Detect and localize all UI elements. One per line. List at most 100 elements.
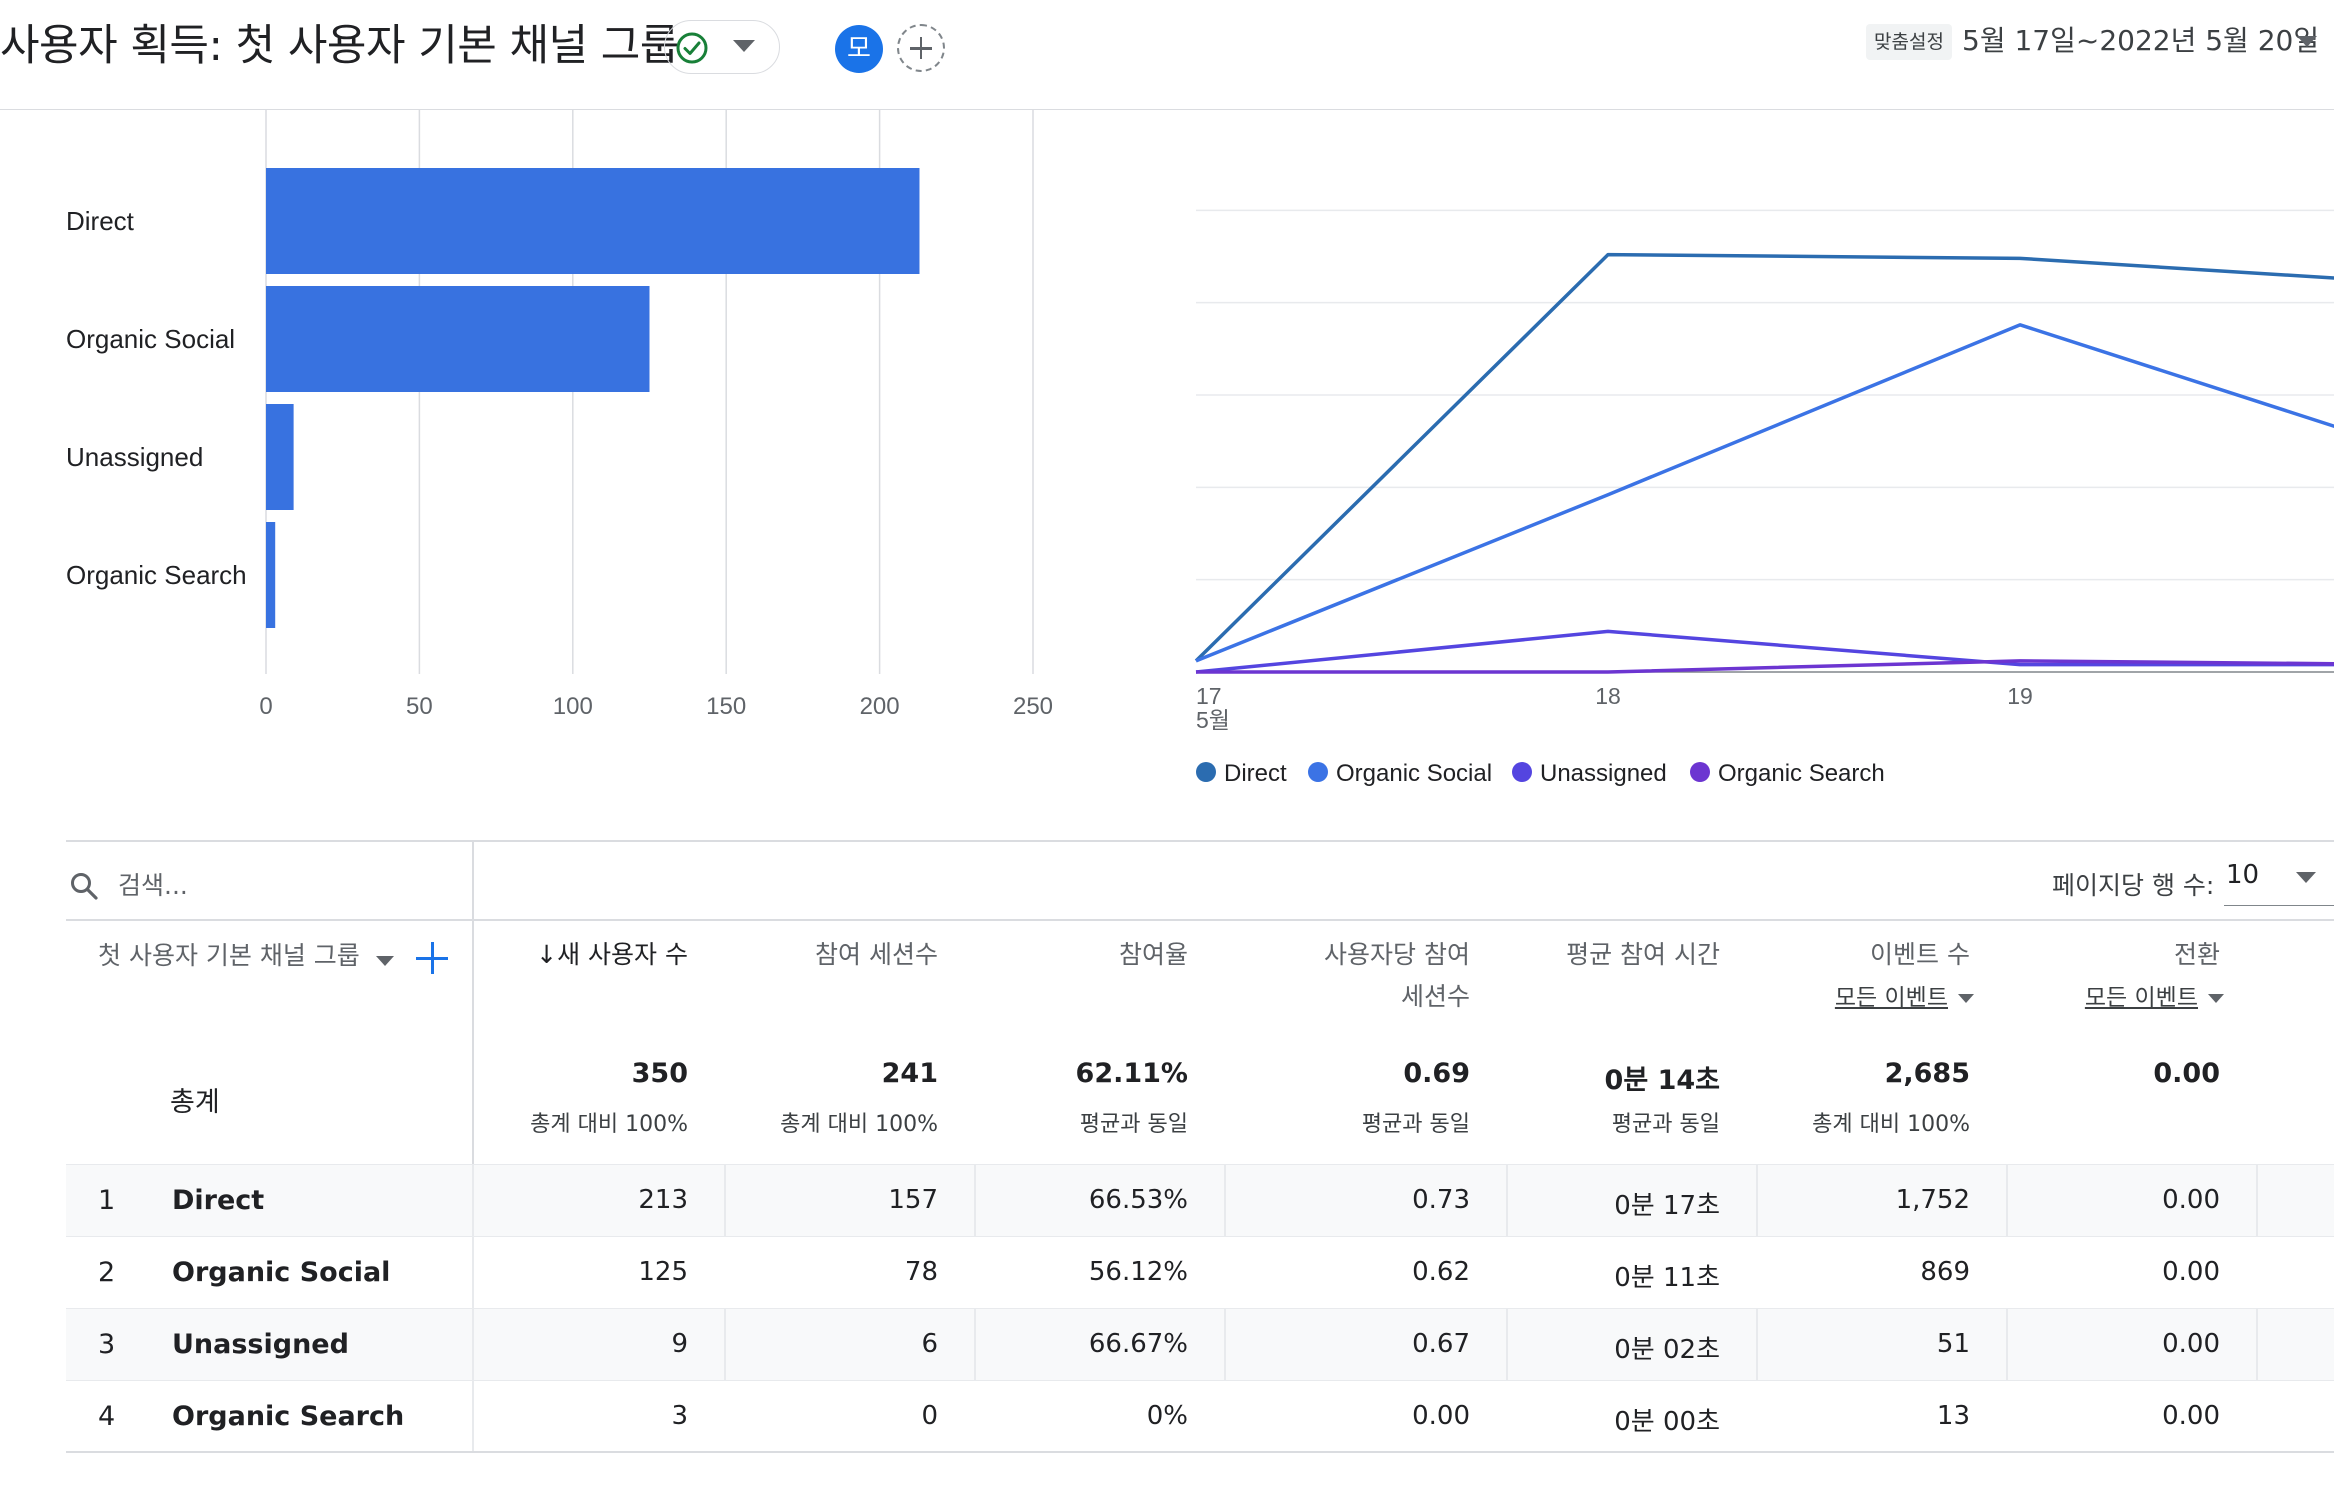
total-sub: 총계 대비 100% xyxy=(780,1112,938,1137)
date-preset-tag: 맞춤설정 xyxy=(1866,24,1952,60)
cell-divider xyxy=(472,1309,474,1381)
chevron-down-icon xyxy=(1958,994,1974,1003)
line-series-organic-search xyxy=(1196,659,2334,674)
date-range-picker[interactable]: 5월 17일~2022년 5월 20일 xyxy=(1962,24,2320,57)
report-header: 사용자 획득: 첫 사용자 기본 채널 그룹 모 맞춤설정 5월 17일~202… xyxy=(0,0,2334,110)
table-cell: 0.67 xyxy=(1412,1329,1470,1359)
total-value: 2,685 xyxy=(1884,1058,1970,1089)
add-dimension-button[interactable] xyxy=(412,938,452,978)
legend-swatch xyxy=(1196,762,1216,782)
table-cell: 0분 02초 xyxy=(1614,1335,1720,1365)
legend-swatch xyxy=(1512,762,1532,782)
table-cell: 51 xyxy=(1936,1329,1970,1359)
cell-divider xyxy=(724,1309,726,1381)
bar-chart-x-tick-label: 100 xyxy=(553,693,593,720)
table-row[interactable]: 3 Unassigned 9 6 66.67% 0.67 0분 02초 51 0.00 xyxy=(66,1308,2334,1381)
row-number: 1 xyxy=(98,1185,116,1216)
col-header-engaged-sessions-per-user-line2: 세션수 xyxy=(1400,982,1470,1011)
dimension-header[interactable]: 첫 사용자 기본 채널 그룹 xyxy=(98,941,360,970)
col-header-conversions[interactable]: 전환 xyxy=(2173,940,2220,969)
bar-chart-x-tick-label: 0 xyxy=(259,693,272,720)
cell-divider xyxy=(1756,1309,1758,1381)
table-cell: 157 xyxy=(888,1185,938,1215)
cell-divider xyxy=(2006,1309,2008,1381)
col-header-engaged-sessions-per-user[interactable]: 사용자당 참여 xyxy=(1324,940,1470,969)
new-users-bar-chart: 0 50 100 150 200 250 Direct Organic Social Unass… xyxy=(66,110,1053,720)
table-cell: 213 xyxy=(638,1185,688,1215)
table-cell: 66.53% xyxy=(1088,1185,1188,1215)
total-value: 0.00 xyxy=(2153,1058,2220,1089)
table-cell: 869 xyxy=(1920,1257,1970,1287)
legend-swatch xyxy=(1690,762,1710,782)
table-bottom-divider xyxy=(66,1451,2334,1453)
page-title: 사용자 획득: 첫 사용자 기본 채널 그룹 xyxy=(0,21,679,71)
bar-chart-bar xyxy=(266,404,294,510)
event-filter-dropdown[interactable]: 모든 이벤트 xyxy=(1835,978,1974,1012)
col-header-avg-engagement-time[interactable]: 평균 참여 시간 xyxy=(1566,940,1720,969)
table-cell: 66.67% xyxy=(1088,1329,1188,1359)
table-row[interactable]: 2 Organic Social 125 78 56.12% 0.62 0분 11초 869 0… xyxy=(66,1236,2334,1309)
legend-label: Organic Social xyxy=(1336,760,1492,787)
line-chart-x-tick-label: 19 xyxy=(2007,683,2033,709)
dimension-dropdown-icon[interactable] xyxy=(376,956,394,966)
rows-per-page-value[interactable]: 10 xyxy=(2226,860,2260,890)
report-status-dropdown[interactable] xyxy=(664,20,780,74)
total-sub: 총계 대비 100% xyxy=(1812,1112,1970,1137)
bar-chart-x-tick-label: 250 xyxy=(1013,693,1053,720)
chevron-down-icon xyxy=(733,40,755,52)
search-input[interactable]: 검색... xyxy=(118,871,188,900)
table-header-divider xyxy=(66,919,2334,921)
total-sub: 평균과 동일 xyxy=(1611,1112,1720,1137)
legend-label: Direct xyxy=(1224,760,1287,787)
legend-label: Unassigned xyxy=(1540,760,1667,787)
total-value: 0분 14초 xyxy=(1604,1065,1720,1096)
table-row[interactable]: 4 Organic Search 3 0 0% 0.00 0분 00초 13 0.00 xyxy=(66,1380,2334,1453)
search-icon[interactable] xyxy=(68,870,100,902)
row-channel-name: Organic Social xyxy=(172,1257,391,1288)
col-header-event-count[interactable]: 이벤트 수 xyxy=(1870,940,1970,969)
cell-divider xyxy=(1756,1165,1758,1237)
cell-divider xyxy=(724,1165,726,1237)
row-number: 3 xyxy=(98,1329,116,1360)
conversion-filter-dropdown[interactable]: 모든 이벤트 xyxy=(2085,978,2224,1012)
bar-chart-bar xyxy=(266,168,920,274)
total-sub: 평균과 동일 xyxy=(1079,1112,1188,1137)
cell-divider xyxy=(2256,1165,2258,1237)
table-row[interactable]: 1 Direct 213 157 66.53% 0.73 0분 17초 1,752 0.00 xyxy=(66,1164,2334,1237)
rows-per-page-select[interactable] xyxy=(2224,856,2334,906)
table-cell: 6 xyxy=(921,1329,938,1359)
chevron-down-icon[interactable] xyxy=(2296,872,2316,883)
table-cell: 0분 17초 xyxy=(1614,1191,1720,1221)
table-cell: 3 xyxy=(671,1401,688,1431)
bar-chart-category-label: Direct xyxy=(66,206,135,236)
cell-divider xyxy=(472,1165,474,1237)
bar-chart-category-label: Organic Search xyxy=(66,560,247,590)
comparison-avatar[interactable]: 모 xyxy=(835,25,883,73)
table-cell: 0.00 xyxy=(1412,1401,1470,1431)
date-range-caret-icon[interactable] xyxy=(2297,36,2317,47)
add-comparison-button[interactable] xyxy=(897,24,945,72)
total-sub: 총계 대비 100% xyxy=(530,1112,688,1137)
cell-divider xyxy=(1224,1165,1226,1237)
table-cell: 56.12% xyxy=(1088,1257,1188,1287)
cell-divider xyxy=(2256,1309,2258,1381)
line-series-organic-social xyxy=(1195,323,2334,663)
col-header-engagement-rate[interactable]: 참여율 xyxy=(1118,940,1188,969)
total-value: 350 xyxy=(631,1058,688,1089)
table-cell: 0분 11초 xyxy=(1614,1263,1720,1293)
table-column-divider xyxy=(472,840,474,1452)
cell-divider xyxy=(472,1237,474,1309)
rows-per-page-label: 페이지당 행 수: xyxy=(2052,871,2215,900)
line-chart-x-tick-label: 18 xyxy=(1595,683,1621,709)
col-header-engaged-sessions[interactable]: 참여 세션수 xyxy=(815,940,938,969)
new-users-line-chart: 17 18 19 5월 Direct Organic Social Unassigned Or… xyxy=(1194,209,2334,787)
bar-chart-x-tick-label: 200 xyxy=(860,693,900,720)
line-series-direct xyxy=(1194,252,2334,663)
cell-divider xyxy=(974,1165,976,1237)
col-header-new-users[interactable]: ↓새 사용자 수 xyxy=(536,940,688,969)
table-cell: 78 xyxy=(904,1257,938,1287)
legend-swatch xyxy=(1308,762,1328,782)
table-cell: 0.62 xyxy=(1412,1257,1470,1287)
table-cell: 0.73 xyxy=(1412,1185,1470,1215)
line-chart-x-tick-label: 17 xyxy=(1196,683,1222,709)
